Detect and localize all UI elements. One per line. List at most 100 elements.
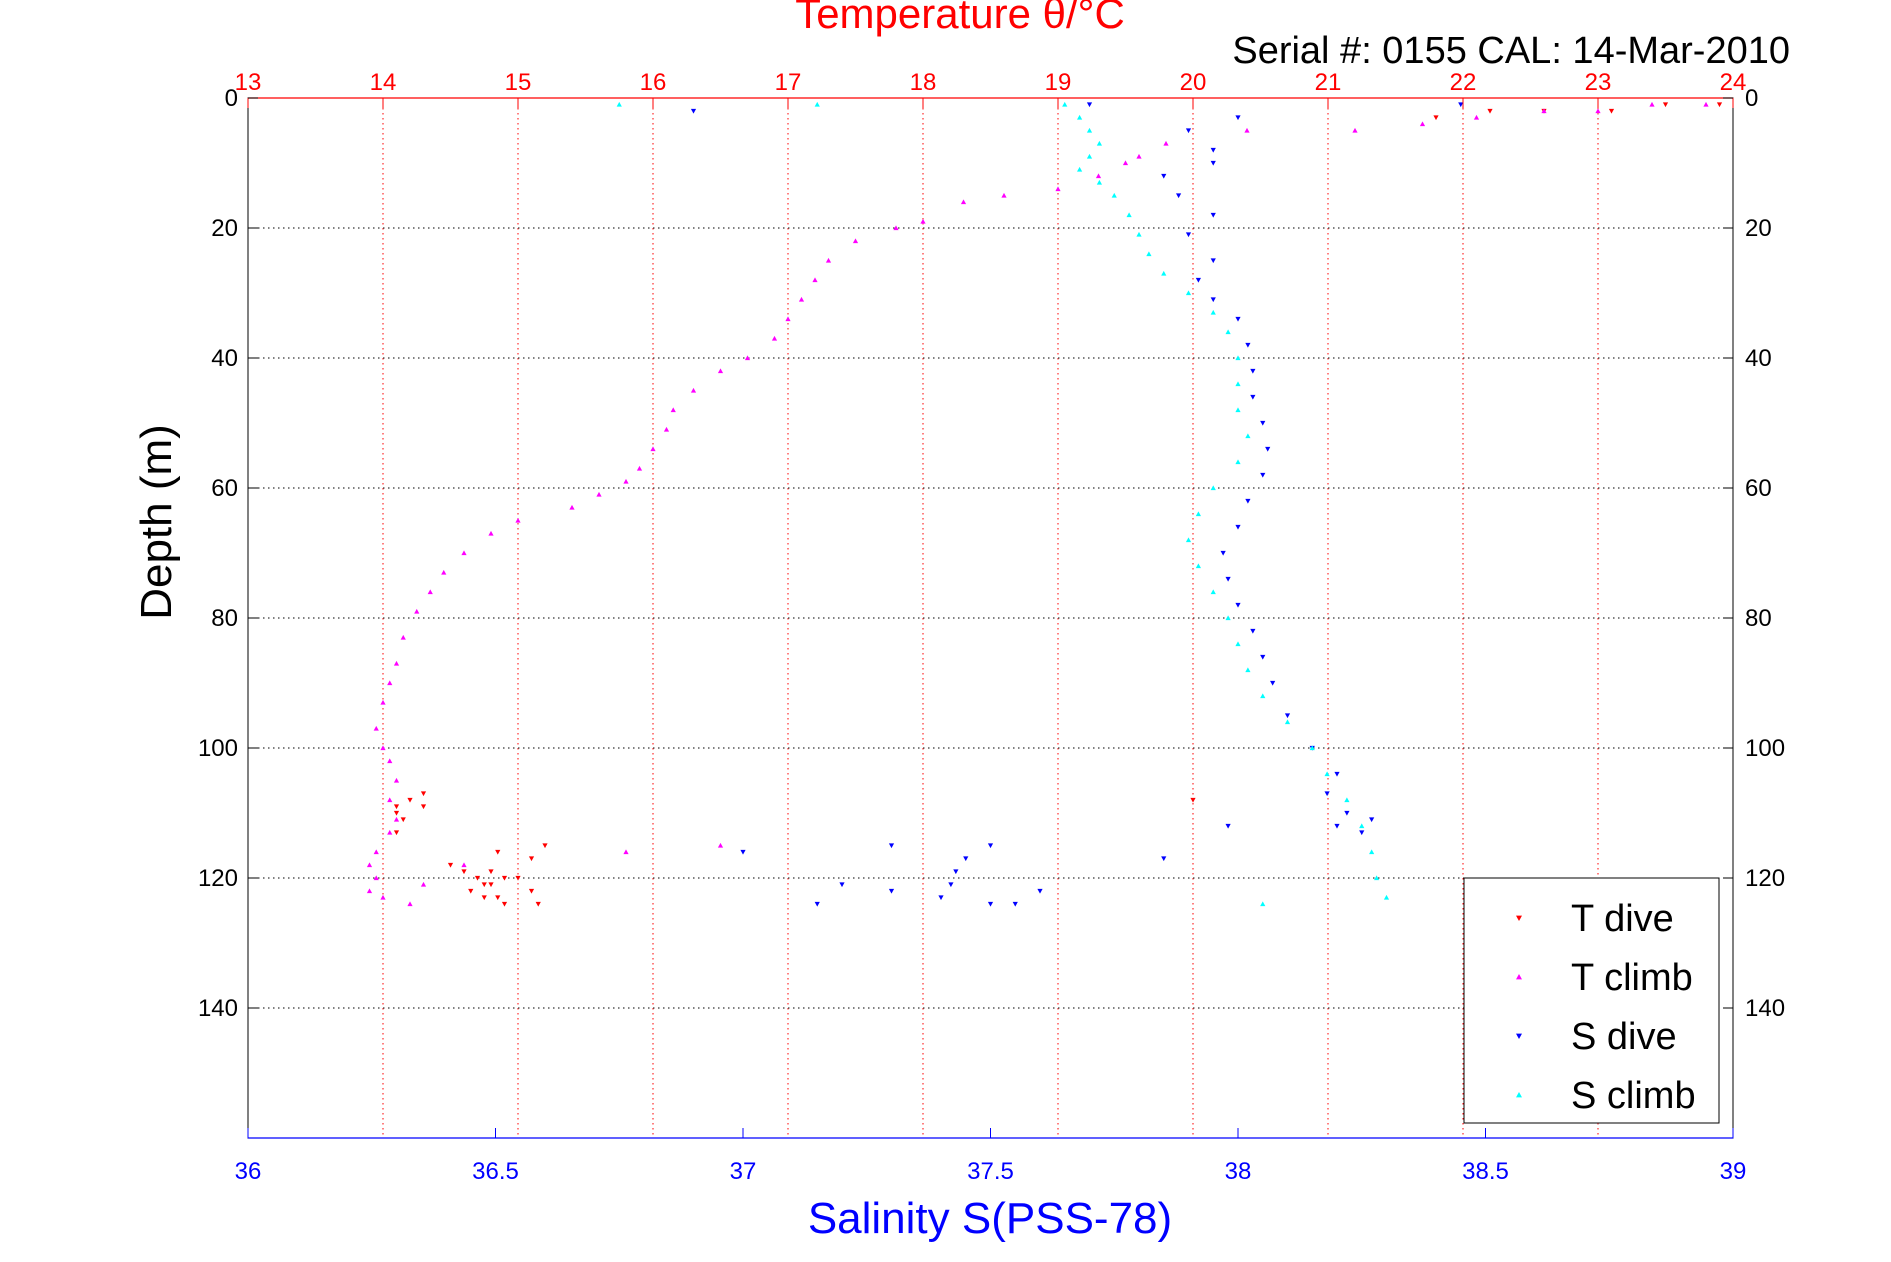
- s-climb-point: [1344, 797, 1350, 803]
- t-dive-point: [481, 895, 487, 901]
- salinity-tick-label: 37: [730, 1158, 757, 1185]
- points-layer: [366, 101, 1723, 907]
- t-climb-point: [596, 491, 602, 497]
- t-climb-point: [414, 608, 420, 614]
- s-dive-point: [1265, 446, 1271, 452]
- s-dive-point: [1270, 680, 1276, 686]
- s-dive-point: [1210, 258, 1216, 264]
- s-climb-point: [1077, 114, 1083, 120]
- temperature-axis-title: Temperature θ/°C: [795, 0, 1125, 37]
- legend-box: [1463, 877, 1720, 1124]
- s-dive-point: [1260, 472, 1266, 478]
- t-climb-point: [663, 426, 670, 432]
- t-climb-point: [744, 355, 751, 361]
- s-dive-point: [1334, 823, 1340, 829]
- temperature-tick-label: 19: [1045, 69, 1072, 96]
- s-climb-point: [1260, 901, 1266, 907]
- temperature-tick-label: 18: [910, 69, 937, 96]
- salinity-tick-label: 39: [1720, 1158, 1747, 1185]
- t-climb-point: [1541, 108, 1547, 114]
- t-climb-point: [1136, 153, 1142, 159]
- temperature-tick-label: 20: [1180, 69, 1207, 96]
- t-climb-point: [569, 504, 575, 510]
- s-climb-point: [814, 101, 820, 107]
- s-climb-point: [1284, 719, 1291, 725]
- legend-label-s-climb: S climb: [1571, 1075, 1696, 1117]
- t-climb-point: [771, 335, 778, 341]
- t-climb-point: [387, 680, 393, 686]
- t-climb-point: [623, 849, 629, 855]
- s-climb-point: [1235, 407, 1241, 413]
- t-dive-point: [468, 888, 474, 894]
- t-climb-point: [407, 901, 413, 907]
- t-climb-point: [623, 478, 629, 484]
- temperature-tick-label: 15: [505, 69, 532, 96]
- t-climb-point: [1703, 101, 1709, 107]
- s-dive-point: [1185, 128, 1192, 134]
- s-dive-point: [1334, 771, 1340, 777]
- t-climb-point: [798, 296, 805, 302]
- t-climb-point: [461, 862, 467, 868]
- t-climb-point: [920, 218, 926, 224]
- t-dive-point: [420, 804, 427, 810]
- depth-tick-label-right: 60: [1745, 475, 1772, 502]
- t-dive-point: [400, 817, 406, 823]
- t-dive-point: [1433, 115, 1439, 121]
- temperature-tick-label: 23: [1585, 69, 1612, 96]
- serial-cal-label: Serial #: 0155 CAL: 14-Mar-2010: [1232, 30, 1790, 72]
- s-dive-point: [987, 843, 994, 849]
- depth-tick-label-left: 0: [225, 85, 238, 112]
- t-climb-point: [825, 257, 832, 263]
- s-dive-point: [1195, 277, 1201, 283]
- s-climb-point: [1086, 153, 1093, 159]
- s-climb-point: [1235, 381, 1241, 387]
- depth-tick-label-right: 40: [1745, 345, 1772, 372]
- s-dive-point: [1235, 602, 1241, 608]
- temperature-tick-label: 22: [1450, 69, 1477, 96]
- t-dive-point: [393, 810, 400, 816]
- temperature-tick-label: 17: [775, 69, 802, 96]
- s-climb-point: [616, 101, 622, 107]
- s-dive-point: [1235, 316, 1241, 322]
- t-climb-point: [960, 199, 967, 205]
- axes-layer: 13 14 15 16 17 18 19 20 21 22 23 24 36 36.5 37 37.5 38 38…: [198, 69, 1785, 1185]
- s-dive-point: [1012, 901, 1018, 907]
- depth-tick-label-right: 120: [1745, 865, 1785, 892]
- t-dive-point: [481, 882, 487, 888]
- s-dive-point: [1284, 713, 1291, 719]
- t-climb-point: [717, 368, 724, 374]
- s-dive-point: [839, 882, 845, 888]
- s-climb-point: [1126, 212, 1132, 218]
- s-dive-point: [1260, 420, 1266, 426]
- s-dive-point: [1161, 856, 1167, 862]
- s-dive-point: [1210, 160, 1216, 166]
- t-climb-point: [1419, 121, 1426, 127]
- s-climb-point: [1195, 511, 1201, 517]
- t-climb-point: [427, 589, 433, 595]
- s-climb-point: [1185, 290, 1192, 296]
- legend: T dive T climb S dive S climb: [1463, 877, 1720, 1124]
- s-dive-point: [814, 901, 820, 907]
- t-climb-point: [650, 446, 656, 452]
- s-dive-point: [1245, 498, 1251, 504]
- s-dive-point: [888, 843, 895, 849]
- t-climb-point: [387, 829, 393, 835]
- s-climb-point: [1235, 459, 1241, 465]
- t-climb-point: [515, 517, 521, 523]
- s-dive-point: [1176, 193, 1182, 199]
- t-climb-point: [852, 238, 859, 244]
- s-climb-point: [1210, 589, 1216, 595]
- y-axis-label: Depth (m): [132, 424, 181, 620]
- depth-tick-label-left: 40: [211, 345, 238, 372]
- legend-label-s-dive: S dive: [1571, 1016, 1677, 1058]
- s-dive-point: [1250, 368, 1256, 374]
- depth-tick-label-right: 80: [1745, 605, 1772, 632]
- s-climb-point: [1235, 355, 1241, 361]
- depth-tick-label-right: 20: [1745, 215, 1772, 242]
- depth-tick-label-right: 0: [1745, 85, 1758, 112]
- legend-marker-t-dive: [1516, 915, 1522, 921]
- s-climb-point: [1086, 127, 1093, 133]
- grid-layer: [248, 98, 1733, 1138]
- t-climb-point: [670, 407, 676, 413]
- depth-tick-label-right: 140: [1745, 995, 1785, 1022]
